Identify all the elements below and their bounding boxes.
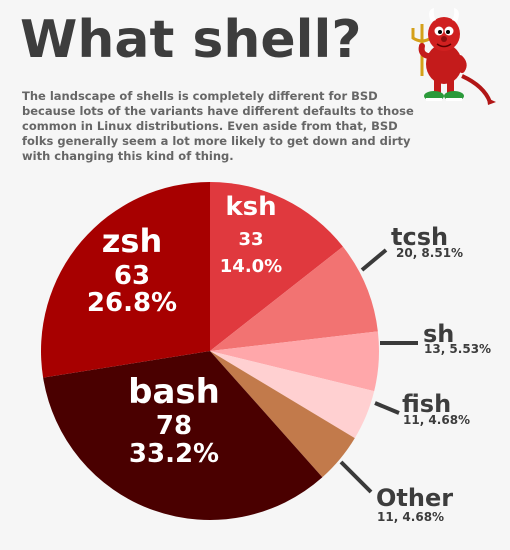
bsd-daemon-mascot [411,8,496,105]
slice-label-fish: fish [402,390,451,418]
page-title: What shell? [20,10,362,70]
pie-slice-ksh [210,182,343,351]
slice-value-other: 11, 4.68% [377,510,444,524]
slice-label-sh: sh [423,320,454,348]
leader-line-other [339,460,373,494]
pie-slice-sh [210,331,379,392]
slice-count-zsh: 63 [114,261,150,291]
slice-percent-zsh: 26.8% [87,288,177,318]
slice-percent-bash: 33.2% [129,439,219,469]
slice-value-sh: 13, 5.53% [424,342,491,356]
slice-count-bash: 78 [156,411,192,441]
pie-slice-bash [43,351,323,520]
slice-label-other: Other [376,484,453,512]
slice-count-ksh: 33 [238,229,263,250]
slice-percent-ksh: 14.0% [220,256,282,277]
slice-value-fish: 11, 4.68% [403,413,470,427]
pie-slice-tcsh [210,246,378,351]
leader-line-fish [374,401,400,415]
leader-line-tcsh [360,248,388,272]
slice-label-ksh: ksh [225,192,276,222]
slice-label-zsh: zsh [102,222,162,260]
pie-slice-other [210,351,355,478]
page-subtitle: The landscape of shells is completely di… [22,89,414,163]
pie-slice-fish [210,351,375,439]
slice-value-tcsh: 20, 8.51% [396,246,463,260]
pie-slice-zsh [41,182,210,378]
slice-label-bash: bash [128,372,220,412]
slice-label-tcsh: tcsh [391,223,448,251]
